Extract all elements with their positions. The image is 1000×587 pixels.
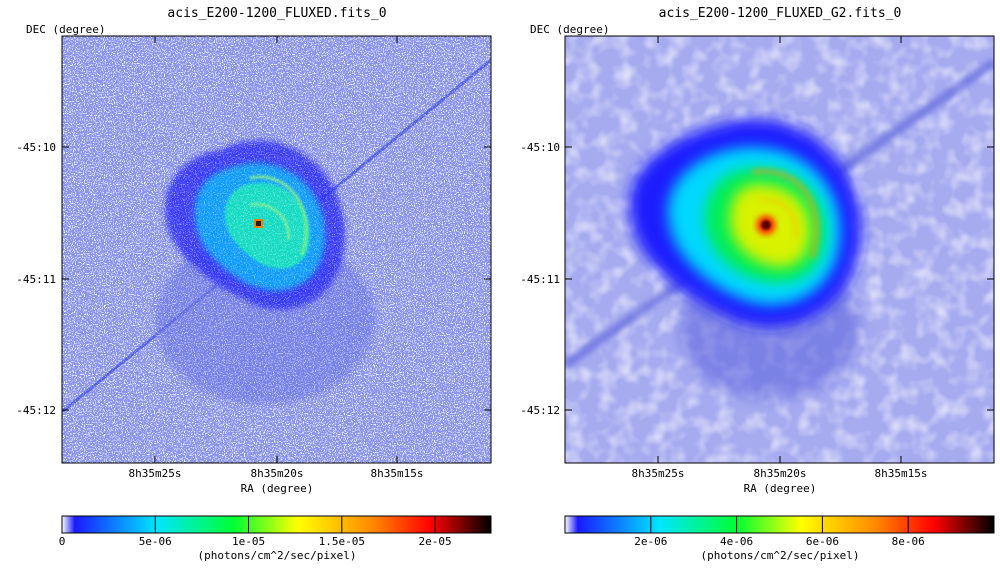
- dec-axis-label: DEC (degree): [26, 23, 105, 36]
- dec-tick-label: -45:12: [16, 404, 56, 417]
- ra-ticks: 8h35m25s 8h35m20s 8h35m15s: [632, 36, 928, 480]
- colorbar-label: (photons/cm^2/sec/pixel): [198, 549, 357, 562]
- colorbar-ticks: 2e-06 4e-06 6e-06 8e-06: [634, 516, 925, 548]
- colorbar-label: (photons/cm^2/sec/pixel): [701, 549, 860, 562]
- colorbar-tick-label: 1e-05: [232, 535, 265, 548]
- colorbar-tick-label: 2e-06: [634, 535, 667, 548]
- dec-axis-label: DEC (degree): [530, 23, 609, 36]
- dec-ticks: -45:10 -45:11 -45:12: [16, 141, 491, 417]
- colorbar-tick-label: 2e-05: [418, 535, 451, 548]
- colorbar-tick-label: 6e-06: [806, 535, 839, 548]
- ra-axis-label: RA (degree): [241, 482, 314, 495]
- heatmap-image[interactable]: [62, 36, 491, 463]
- ra-tick-label: 8h35m15s: [371, 467, 424, 480]
- colorbar-ticks: 0 5e-06 1e-05 1.5e-05 2e-05: [59, 516, 452, 548]
- dec-tick-label: -45:11: [16, 273, 56, 286]
- right-panel: acis_E200-1200_FLUXED_G2.fits_0 DEC (deg…: [520, 6, 995, 562]
- dec-tick-label: -45:11: [520, 273, 560, 286]
- ra-tick-label: 8h35m25s: [129, 467, 182, 480]
- colorbar-tick-label: 8e-06: [892, 535, 925, 548]
- colorbar-tick-label: 5e-06: [139, 535, 172, 548]
- colorbar: 2e-06 4e-06 6e-06 8e-06 (photons/cm^2/sec/p…: [564, 515, 995, 562]
- colorbar-gradient: [564, 515, 995, 534]
- panel-title: acis_E200-1200_FLUXED.fits_0: [167, 6, 386, 21]
- ra-tick-label: 8h35m20s: [754, 467, 807, 480]
- colorbar-tick-label: 1.5e-05: [319, 535, 365, 548]
- dec-tick-label: -45:10: [16, 141, 56, 154]
- dec-tick-label: -45:12: [520, 404, 560, 417]
- ra-tick-label: 8h35m20s: [251, 467, 304, 480]
- left-panel: acis_E200-1200_FLUXED.fits_0 DEC (degree…: [16, 6, 492, 562]
- colorbar-tick-label: 0: [59, 535, 66, 548]
- ra-ticks: 8h35m25s 8h35m20s 8h35m15s: [129, 36, 424, 480]
- ra-axis-label: RA (degree): [744, 482, 817, 495]
- ra-tick-label: 8h35m15s: [875, 467, 928, 480]
- heatmap-image[interactable]: [565, 36, 994, 463]
- panel-title: acis_E200-1200_FLUXED_G2.fits_0: [659, 6, 902, 21]
- colorbar-tick-label: 4e-06: [720, 535, 753, 548]
- dec-ticks: -45:10 -45:11 -45:12: [520, 141, 994, 417]
- colorbar: 0 5e-06 1e-05 1.5e-05 2e-05 (photons/cm^2/se…: [59, 515, 492, 562]
- dec-tick-label: -45:10: [520, 141, 560, 154]
- colorbar-gradient: [61, 515, 492, 534]
- ra-tick-label: 8h35m25s: [632, 467, 685, 480]
